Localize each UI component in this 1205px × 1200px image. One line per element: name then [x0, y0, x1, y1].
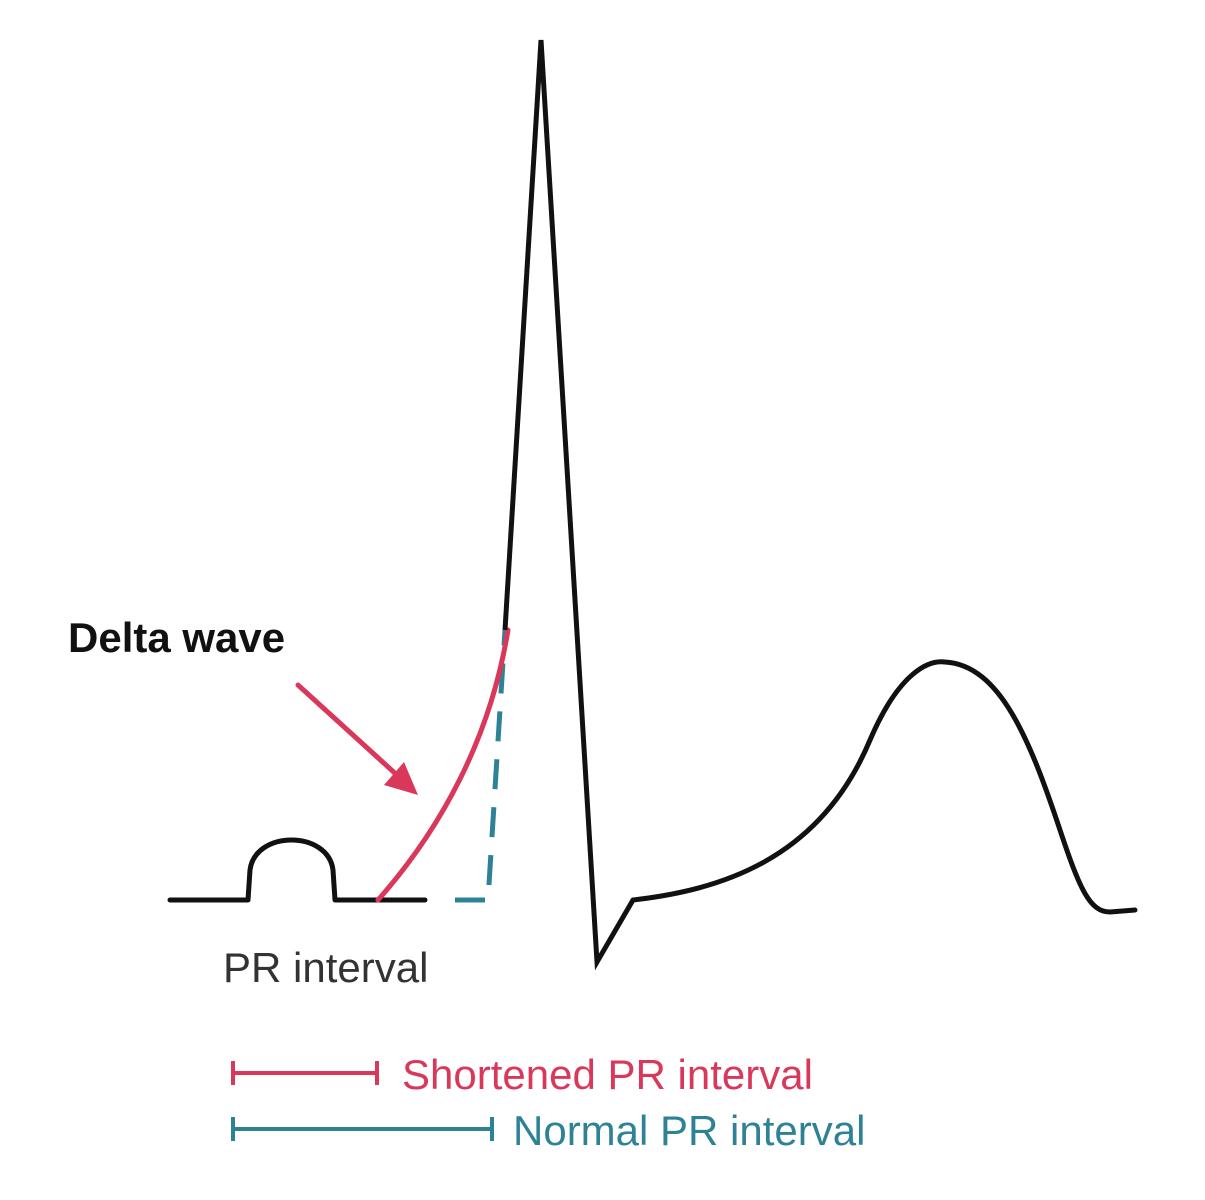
pr-interval-label: PR interval [223, 944, 428, 991]
legend-shortened-pr-bar [231, 1061, 379, 1085]
p-wave [245, 837, 338, 901]
legend-normal-pr-label: Normal PR interval [513, 1107, 865, 1154]
normal-upstroke-dashed [455, 629, 508, 903]
qrs-complex [502, 39, 636, 971]
delta-wave-curve [375, 627, 511, 903]
legend-normal-pr-bar [231, 1117, 494, 1141]
delta-wave-arrow [295, 682, 418, 795]
delta-wave-label: Delta wave [68, 614, 285, 661]
legend-shortened-pr-label: Shortened PR interval [402, 1051, 813, 1098]
st-t-wave [630, 659, 1138, 915]
